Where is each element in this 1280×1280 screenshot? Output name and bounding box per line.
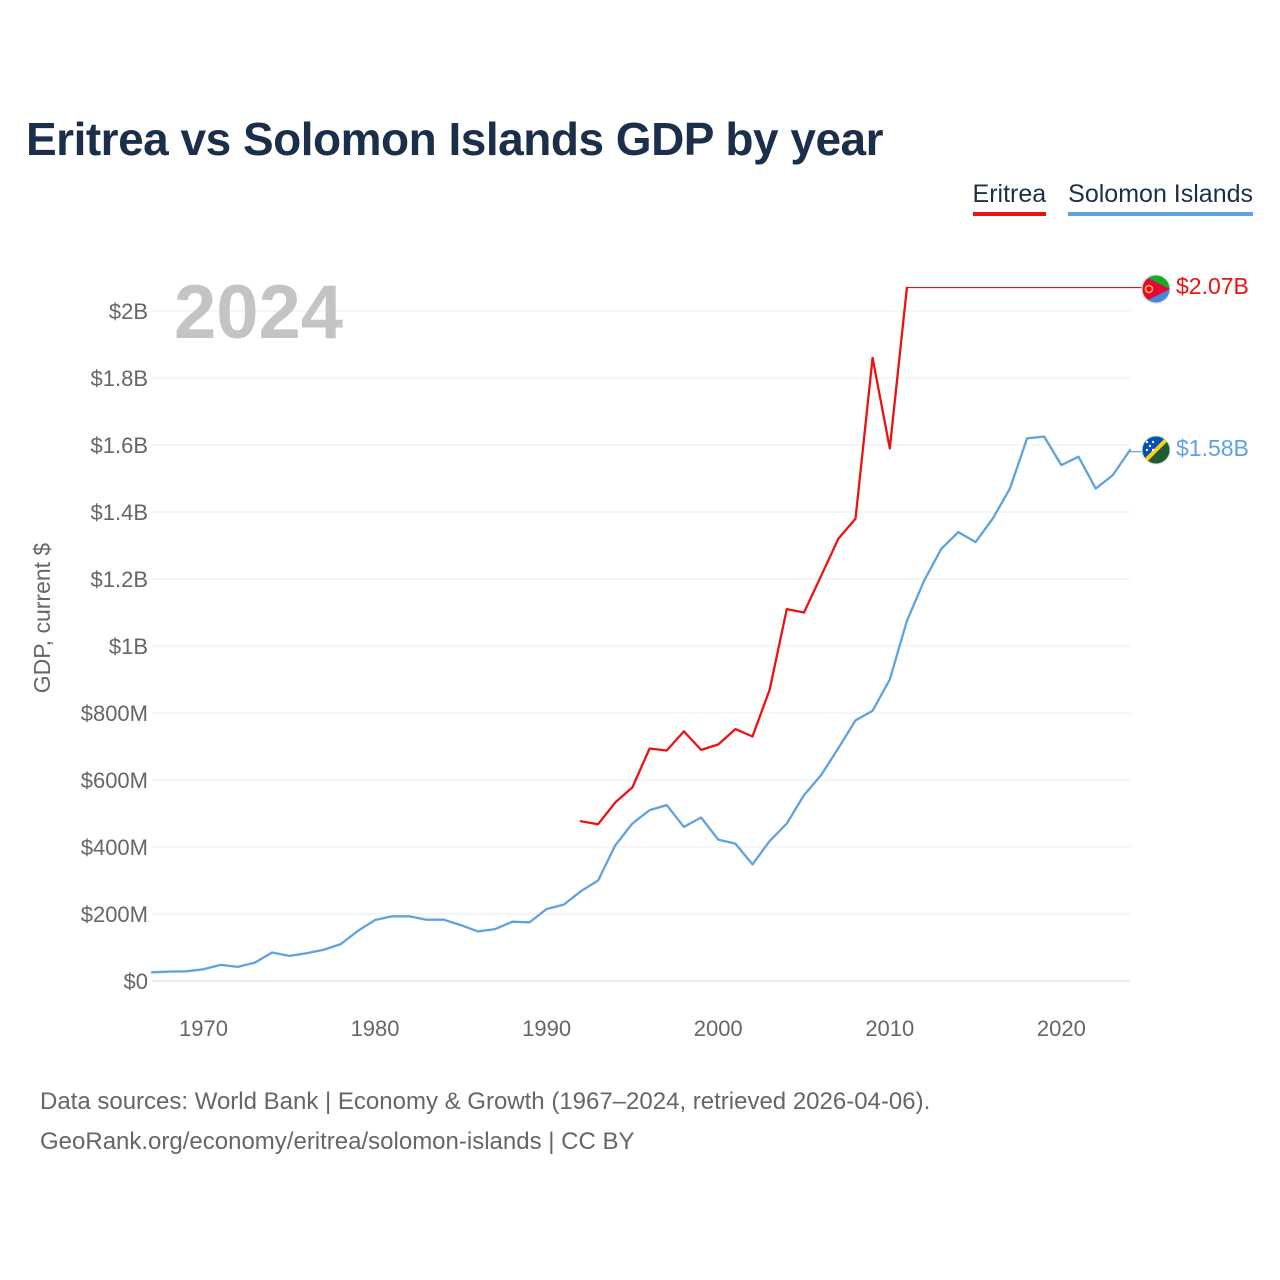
x-axis-ticks: 1970 1980 1990 2000 2010 2020 bbox=[179, 1016, 1086, 1041]
x-tick-label: 1980 bbox=[351, 1016, 400, 1041]
legend-item-eritrea[interactable]: Eritrea bbox=[972, 180, 1047, 216]
legend-item-solomon-islands[interactable]: Solomon Islands bbox=[1068, 180, 1253, 216]
y-tick-label: $2B bbox=[109, 299, 148, 324]
x-tick-label: 2020 bbox=[1037, 1016, 1086, 1041]
y-tick-label: $1.8B bbox=[91, 366, 149, 391]
series-line-solomon-islands bbox=[150, 435, 1132, 974]
y-tick-label: $200M bbox=[81, 902, 148, 927]
solomon-islands-flag-border bbox=[1141, 435, 1171, 465]
x-tick-label: 2000 bbox=[694, 1016, 743, 1041]
y-tick-label: $800M bbox=[81, 701, 148, 726]
y-tick-label: $1.2B bbox=[91, 567, 149, 592]
gdp-line-chart: 2024 $0 $200M $400M $600M $800M $1B $1.2B $1.4B… bbox=[29, 270, 1249, 1041]
solomon-islands-flag-icon bbox=[1142, 436, 1170, 464]
y-tick-label: $600M bbox=[81, 768, 148, 793]
series-lines bbox=[150, 286, 1142, 974]
y-axis-ticks: $0 $200M $400M $600M $800M $1B $1.2B $1.4B $1.6B… bbox=[81, 299, 148, 994]
data-sources: Data sources: World Bank | Economy & Gro… bbox=[40, 1082, 930, 1162]
x-tick-label: 1970 bbox=[179, 1016, 228, 1041]
y-tick-label: $1B bbox=[109, 634, 148, 659]
eritrea-flag-icon bbox=[1142, 275, 1170, 303]
y-tick-label: $1.6B bbox=[91, 433, 149, 458]
y-tick-label: $0 bbox=[124, 969, 148, 994]
current-year-label: 2024 bbox=[174, 270, 343, 355]
y-tick-label: $400M bbox=[81, 835, 148, 860]
y-tick-label: $1.4B bbox=[91, 500, 149, 525]
chart-title: Eritrea vs Solomon Islands GDP by year bbox=[26, 113, 884, 165]
solomon-islands-end-value-label: $1.58B bbox=[1176, 435, 1249, 461]
series-line-eritrea bbox=[579, 286, 909, 826]
eritrea-flag-border bbox=[1141, 274, 1171, 304]
x-tick-label: 2010 bbox=[865, 1016, 914, 1041]
legend: Eritrea Solomon Islands bbox=[972, 180, 1253, 216]
sources-line-1: Data sources: World Bank | Economy & Gro… bbox=[40, 1088, 931, 1115]
grid-lines bbox=[152, 310, 1130, 982]
y-axis-title: GDP, current $ bbox=[29, 543, 55, 694]
x-tick-label: 1990 bbox=[522, 1016, 571, 1041]
eritrea-end-value-label: $2.07B bbox=[1176, 273, 1249, 299]
sources-line-2[interactable]: GeoRank.org/economy/eritrea/solomon-isla… bbox=[40, 1128, 635, 1155]
